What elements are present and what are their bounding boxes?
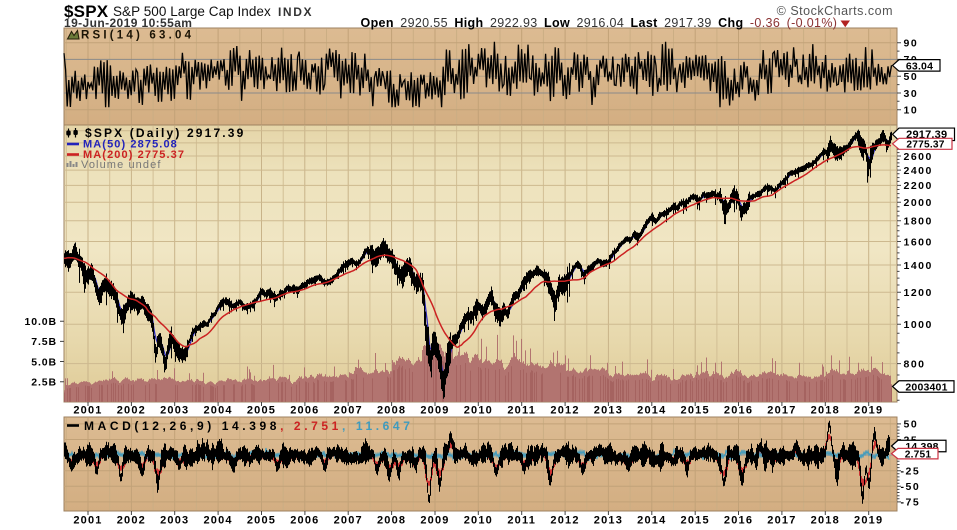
svg-text:2008: 2008 xyxy=(377,405,406,417)
svg-text:10.0B: 10.0B xyxy=(24,316,57,328)
svg-text:2003: 2003 xyxy=(160,515,189,527)
svg-text:2010: 2010 xyxy=(464,515,493,527)
svg-text:2017: 2017 xyxy=(767,405,796,417)
svg-text:RSI(14) 63.04: RSI(14) 63.04 xyxy=(81,30,194,42)
svg-text:90: 90 xyxy=(904,37,919,49)
svg-text:2014: 2014 xyxy=(637,405,666,417)
svg-text:© StockCharts.com: © StockCharts.com xyxy=(777,4,893,18)
svg-text:2001: 2001 xyxy=(73,405,102,417)
svg-text:1200: 1200 xyxy=(904,287,933,299)
svg-text:1400: 1400 xyxy=(904,260,933,272)
svg-text:2015: 2015 xyxy=(681,405,710,417)
svg-text:2010: 2010 xyxy=(464,405,493,417)
svg-text:2004: 2004 xyxy=(203,515,232,527)
svg-text:2005: 2005 xyxy=(247,515,276,527)
svg-text:2017: 2017 xyxy=(767,515,796,527)
svg-text:S&P 500 Large Cap Index: S&P 500 Large Cap Index xyxy=(113,4,271,19)
svg-text:2009: 2009 xyxy=(420,515,449,527)
svg-text:30: 30 xyxy=(904,88,919,100)
svg-text:2012: 2012 xyxy=(550,515,579,527)
svg-text:2011: 2011 xyxy=(507,515,536,527)
svg-text:2019: 2019 xyxy=(854,515,883,527)
svg-text:63.04: 63.04 xyxy=(906,60,933,72)
svg-text:2013: 2013 xyxy=(594,405,623,417)
svg-text:-25: -25 xyxy=(901,466,921,478)
svg-text:2002: 2002 xyxy=(117,515,146,527)
svg-text:19-Jun-2019 10:55am: 19-Jun-2019 10:55am xyxy=(64,16,192,30)
svg-text:2014: 2014 xyxy=(637,515,666,527)
svg-text:10: 10 xyxy=(904,105,919,117)
svg-text:2006: 2006 xyxy=(290,515,319,527)
svg-text:2007: 2007 xyxy=(334,405,363,417)
svg-text:7.5B: 7.5B xyxy=(31,336,57,348)
svg-text:2.751: 2.751 xyxy=(905,450,932,461)
svg-text:-75: -75 xyxy=(901,497,921,509)
svg-text:2004: 2004 xyxy=(203,405,232,417)
svg-text:2009: 2009 xyxy=(420,405,449,417)
svg-text:2013: 2013 xyxy=(594,515,623,527)
svg-text:2016: 2016 xyxy=(724,515,753,527)
svg-text:2016: 2016 xyxy=(724,405,753,417)
svg-text:2200: 2200 xyxy=(904,180,933,192)
svg-text:2400: 2400 xyxy=(904,165,933,177)
svg-text:2007: 2007 xyxy=(334,515,363,527)
svg-text:INDX: INDX xyxy=(278,5,313,19)
svg-text:1000: 1000 xyxy=(904,319,933,331)
svg-text:2002: 2002 xyxy=(117,405,146,417)
svg-text:2015: 2015 xyxy=(681,515,710,527)
svg-text:2000: 2000 xyxy=(904,197,933,209)
svg-text:2012: 2012 xyxy=(550,405,579,417)
svg-text:2003: 2003 xyxy=(160,405,189,417)
svg-text:$SPX (Daily) 2917.39: $SPX (Daily) 2917.39 xyxy=(85,126,245,140)
svg-text:2005: 2005 xyxy=(247,405,276,417)
svg-text:1600: 1600 xyxy=(904,236,933,248)
svg-text:Volume undef: Volume undef xyxy=(81,159,161,171)
svg-text:5.0B: 5.0B xyxy=(31,356,57,368)
svg-text:MA(50) 2875.08: MA(50) 2875.08 xyxy=(83,139,178,151)
svg-text:2003401: 2003401 xyxy=(905,381,947,393)
svg-text:2600: 2600 xyxy=(904,151,933,163)
svg-text:MACD(12,26,9) 14.398, 2.751, 1: MACD(12,26,9) 14.398, 2.751, 11.647 xyxy=(84,419,413,433)
svg-text:2001: 2001 xyxy=(73,515,102,527)
svg-text:2775.37: 2775.37 xyxy=(906,140,944,151)
svg-text:$SPX: $SPX xyxy=(64,2,109,21)
svg-text:800: 800 xyxy=(904,358,926,370)
svg-text:50: 50 xyxy=(904,71,919,83)
svg-text:1800: 1800 xyxy=(904,216,933,228)
svg-text:2006: 2006 xyxy=(290,405,319,417)
svg-text:2018: 2018 xyxy=(811,405,840,417)
svg-text:2019: 2019 xyxy=(854,405,883,417)
svg-text:MA(200) 2775.37: MA(200) 2775.37 xyxy=(83,149,185,161)
svg-text:2018: 2018 xyxy=(811,515,840,527)
svg-text:2011: 2011 xyxy=(507,405,536,417)
svg-text:2.5B: 2.5B xyxy=(31,376,57,388)
svg-text:-50: -50 xyxy=(901,481,921,493)
svg-text:2008: 2008 xyxy=(377,515,406,527)
svg-text:Open 2920.55 High 2922.93 Low: Open 2920.55 High 2922.93 Low 2916.04 La… xyxy=(361,16,838,30)
svg-text:50: 50 xyxy=(904,419,919,431)
